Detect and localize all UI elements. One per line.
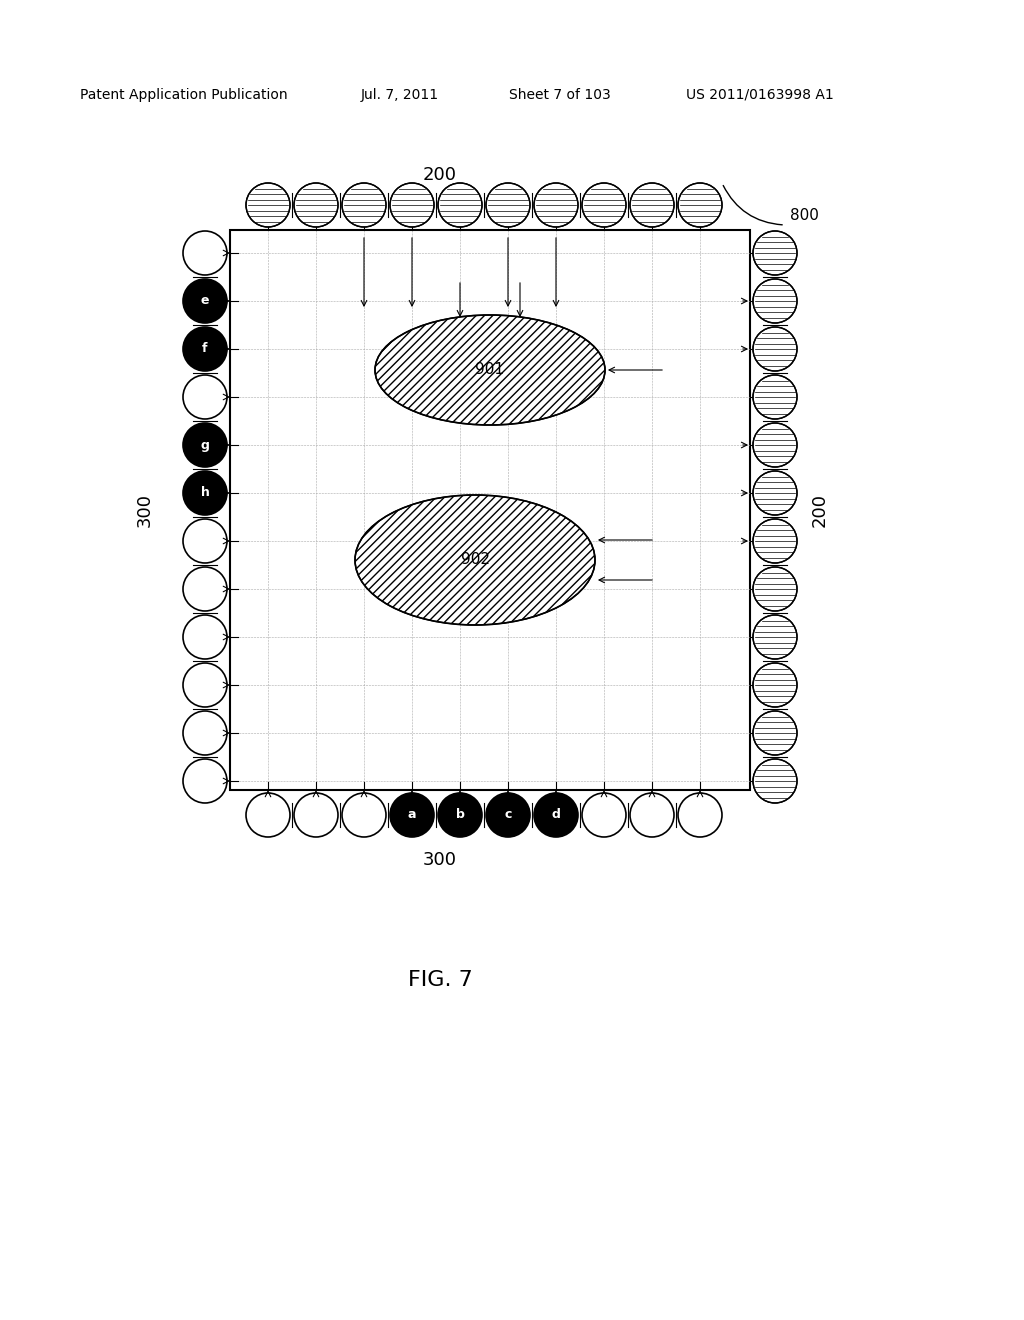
Circle shape: [183, 615, 227, 659]
Circle shape: [753, 568, 797, 611]
Circle shape: [183, 279, 227, 323]
Circle shape: [678, 183, 722, 227]
Circle shape: [183, 759, 227, 803]
Circle shape: [753, 279, 797, 323]
Circle shape: [753, 759, 797, 803]
Circle shape: [630, 793, 674, 837]
Text: 200: 200: [811, 492, 829, 527]
Circle shape: [534, 183, 578, 227]
Text: 902: 902: [461, 553, 489, 568]
Text: 300: 300: [423, 851, 457, 869]
Circle shape: [753, 615, 797, 659]
Text: Patent Application Publication: Patent Application Publication: [80, 88, 288, 102]
Text: f: f: [203, 342, 208, 355]
Circle shape: [294, 793, 338, 837]
Ellipse shape: [355, 495, 595, 624]
Circle shape: [183, 663, 227, 708]
Ellipse shape: [375, 315, 605, 425]
Text: Jul. 7, 2011: Jul. 7, 2011: [360, 88, 439, 102]
Circle shape: [486, 793, 530, 837]
Circle shape: [486, 183, 530, 227]
Text: e: e: [201, 294, 209, 308]
Circle shape: [390, 183, 434, 227]
Circle shape: [183, 519, 227, 564]
Circle shape: [534, 793, 578, 837]
Circle shape: [342, 793, 386, 837]
Circle shape: [753, 375, 797, 418]
Circle shape: [582, 793, 626, 837]
Circle shape: [390, 793, 434, 837]
Circle shape: [183, 568, 227, 611]
Text: g: g: [201, 438, 210, 451]
Bar: [230, 230, 750, 789]
Text: d: d: [552, 808, 560, 821]
Circle shape: [753, 711, 797, 755]
Circle shape: [753, 422, 797, 467]
Circle shape: [246, 793, 290, 837]
Text: 800: 800: [790, 207, 819, 223]
Circle shape: [753, 327, 797, 371]
Circle shape: [183, 327, 227, 371]
Circle shape: [678, 793, 722, 837]
Text: 300: 300: [136, 492, 154, 527]
Text: a: a: [408, 808, 416, 821]
Text: 901: 901: [475, 363, 505, 378]
Text: 200: 200: [423, 166, 457, 183]
Circle shape: [753, 231, 797, 275]
Circle shape: [183, 375, 227, 418]
Circle shape: [246, 183, 290, 227]
Text: h: h: [201, 487, 210, 499]
Circle shape: [183, 711, 227, 755]
Text: Sheet 7 of 103: Sheet 7 of 103: [509, 88, 611, 102]
Circle shape: [183, 422, 227, 467]
Text: US 2011/0163998 A1: US 2011/0163998 A1: [686, 88, 834, 102]
Circle shape: [342, 183, 386, 227]
Circle shape: [630, 183, 674, 227]
Circle shape: [294, 183, 338, 227]
Circle shape: [753, 519, 797, 564]
Circle shape: [183, 231, 227, 275]
Circle shape: [183, 471, 227, 515]
Circle shape: [438, 793, 482, 837]
Circle shape: [753, 663, 797, 708]
Text: b: b: [456, 808, 465, 821]
Circle shape: [753, 471, 797, 515]
Text: FIG. 7: FIG. 7: [408, 970, 472, 990]
Circle shape: [582, 183, 626, 227]
Text: c: c: [504, 808, 512, 821]
Circle shape: [438, 183, 482, 227]
